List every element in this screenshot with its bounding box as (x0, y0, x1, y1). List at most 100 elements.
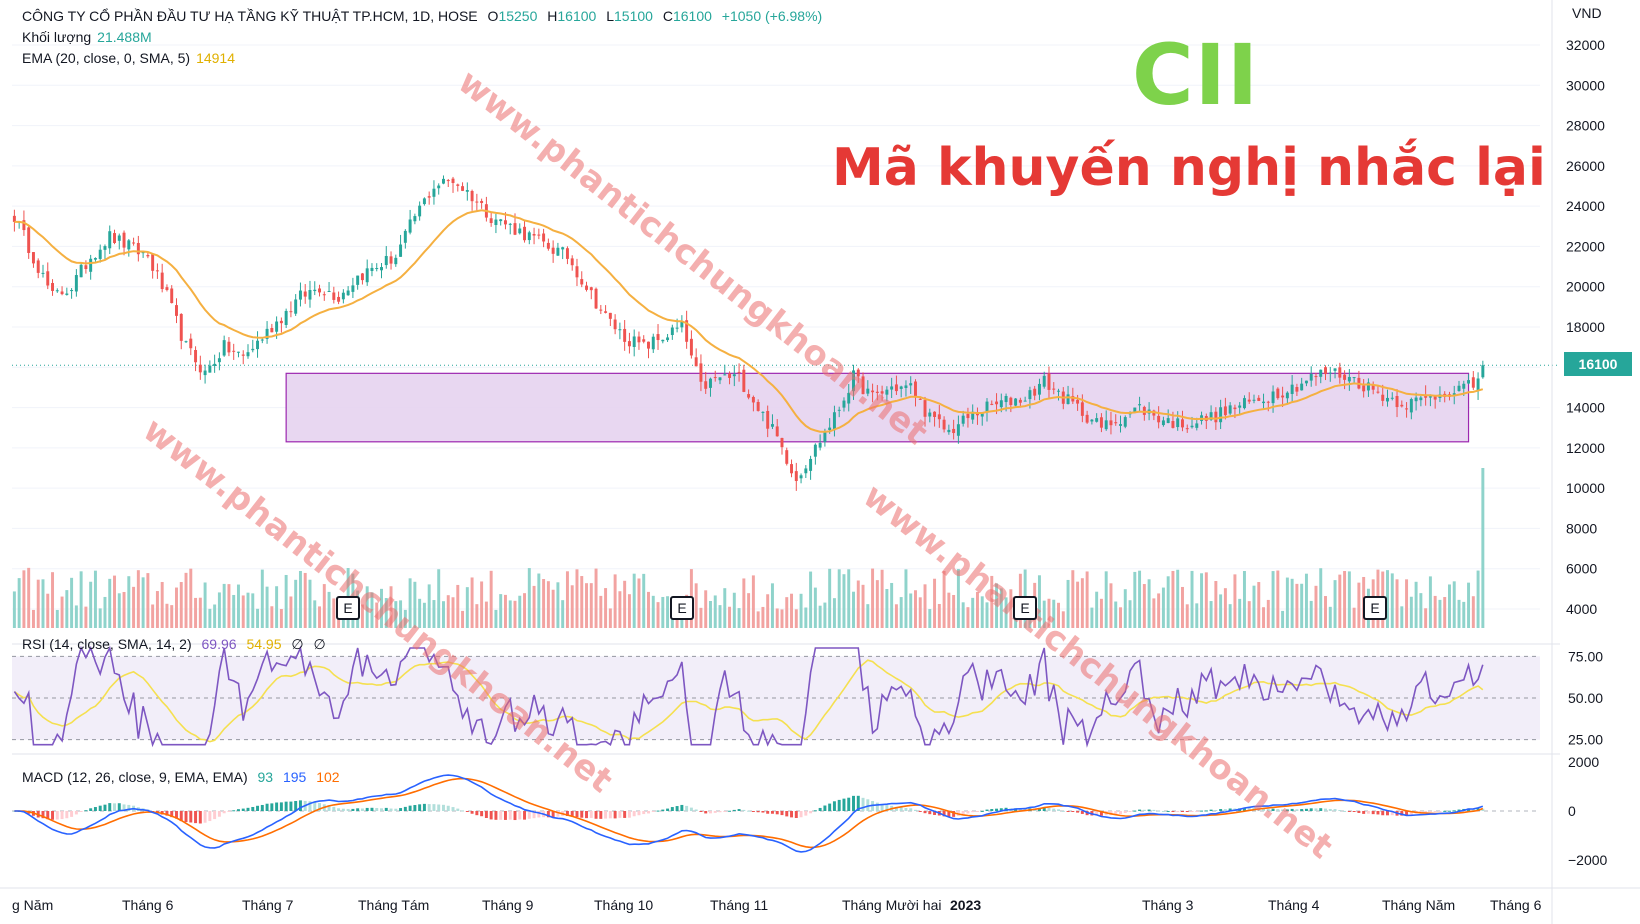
volume-bar (1242, 571, 1246, 628)
macd-histogram-bar (403, 806, 407, 811)
macd-histogram-bar (637, 811, 641, 816)
macd-histogram-bar (318, 803, 321, 811)
volume-bar (208, 608, 212, 628)
volume-bar (203, 582, 207, 628)
volume-bar (1147, 579, 1151, 628)
volume-bar (642, 573, 646, 628)
macd-histogram-bar (399, 808, 403, 811)
macd-histogram-bar (985, 809, 989, 811)
candle-body (1109, 420, 1113, 426)
volume-bar (828, 568, 832, 628)
volume-bar (437, 569, 441, 628)
candle-body (313, 289, 317, 292)
rsi-ma-path (13, 659, 1484, 743)
candle-body (1238, 405, 1242, 408)
macd-histogram-bar (823, 805, 827, 811)
volume-bar (708, 600, 712, 628)
macd-histogram-bar (60, 811, 64, 820)
candle-body (1390, 397, 1394, 399)
candle-body (432, 188, 436, 197)
candle-body (170, 288, 174, 304)
candle-body (327, 290, 331, 292)
volume-bar (890, 582, 894, 628)
volume-bar (751, 575, 755, 628)
candle-body (1304, 380, 1308, 384)
rsi-tick-label: 25.00 (1568, 732, 1603, 748)
candle-body (894, 384, 898, 392)
candle-body (1176, 418, 1180, 428)
rsi-extra-2: ∅ (313, 636, 326, 652)
macd-histogram-bar (718, 811, 722, 813)
volume-bar (832, 598, 836, 628)
macd-histogram-bar (327, 805, 331, 811)
macd-histogram-bar (1285, 809, 1289, 811)
volume-bar (22, 570, 26, 628)
macd-histogram-bar (1428, 811, 1432, 812)
macd-histogram-bar (1295, 809, 1299, 811)
volume-bar (384, 598, 388, 628)
earnings-marker[interactable]: E (336, 596, 360, 620)
macd-histogram-bar (961, 811, 965, 815)
candle-body (365, 268, 369, 283)
volume-bar (923, 584, 927, 628)
candle-body (217, 358, 221, 363)
volume-bar (1400, 606, 1404, 628)
volume-bar (260, 569, 264, 628)
volume-bar (1324, 596, 1327, 628)
candle-body (995, 401, 999, 405)
volume-bar (809, 571, 813, 628)
macd-histogram-bar (1047, 807, 1051, 811)
macd-histogram-bar (613, 811, 617, 819)
earnings-marker[interactable]: E (1363, 596, 1387, 620)
candle-body (747, 394, 751, 398)
candle-body (418, 205, 422, 217)
macd-histogram-bar (1266, 809, 1270, 811)
macd-histogram-bar (1042, 807, 1046, 811)
candle-body (93, 258, 97, 260)
candle-body (861, 376, 865, 395)
candle-body (1276, 388, 1280, 399)
macd-histogram-bar (1324, 808, 1327, 811)
macd-histogram-bar (575, 811, 579, 818)
macd-histogram-bar (446, 805, 450, 811)
candle-body (1414, 397, 1418, 402)
macd-histogram-bar (685, 805, 689, 811)
volume-bar (1300, 583, 1304, 628)
macd-histogram-bar (790, 811, 794, 818)
macd-hist-value: 93 (257, 769, 274, 785)
ema-legend: EMA (20, close, 0, SMA, 5) 14914 (22, 50, 241, 66)
candle-body (661, 339, 665, 342)
earnings-marker[interactable]: E (1013, 596, 1037, 620)
candle-body (1119, 424, 1122, 426)
candle-body (108, 231, 112, 249)
volume-bar (98, 608, 102, 628)
candle-body (694, 357, 698, 367)
volume-bar (289, 596, 293, 628)
last-price-tag: 16100 (1564, 352, 1632, 376)
candle-body (179, 313, 183, 341)
candle-body (103, 246, 107, 250)
candle-body (65, 293, 69, 295)
volume-bar (594, 568, 598, 628)
volume-bar (332, 598, 336, 628)
candle-body (31, 252, 35, 264)
volume-bar (1271, 571, 1275, 628)
candle-body (818, 442, 822, 448)
earnings-marker[interactable]: E (670, 596, 694, 620)
macd-label: MACD (12, 26, close, 9, EMA, EMA) (22, 769, 248, 785)
volume-bar (1352, 607, 1356, 628)
candle-body (761, 411, 765, 413)
volume-bar (1080, 578, 1084, 628)
candle-body (756, 401, 760, 411)
candle-body (165, 287, 169, 290)
volume-bar (1438, 599, 1442, 628)
candle-body (689, 338, 693, 356)
macd-histogram-bar (1447, 810, 1451, 812)
macd-histogram-bar (1405, 811, 1409, 816)
volume-bar (1262, 607, 1266, 628)
candle-body (1433, 395, 1437, 400)
volume-bar (585, 583, 588, 628)
candle-body (308, 289, 312, 300)
volume-bar (232, 594, 236, 628)
